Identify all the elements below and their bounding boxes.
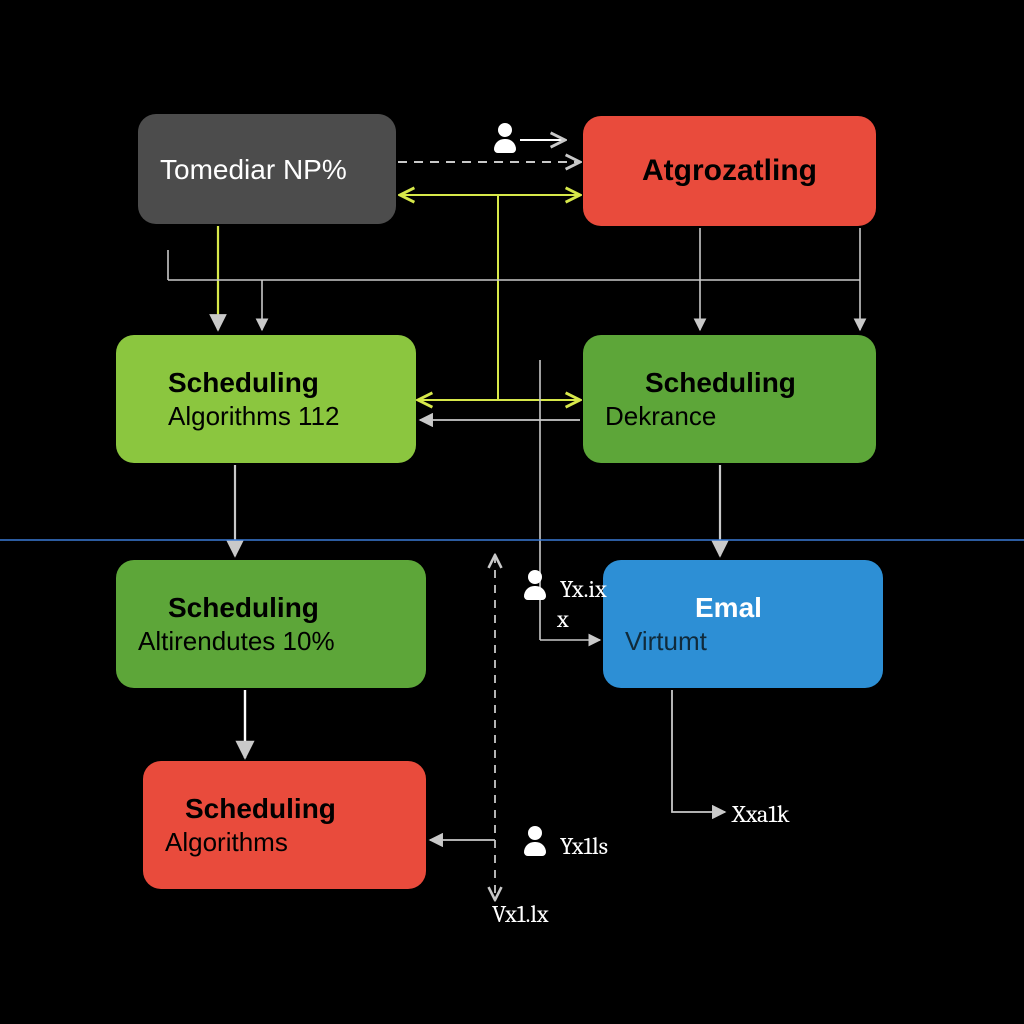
node-scheduling-dekrance-sub: Dekrance bbox=[605, 400, 854, 433]
node-emal-sub: Virtumt bbox=[625, 625, 861, 658]
node-tomediar: Tomediar NP% bbox=[138, 114, 396, 224]
label-vx1lx: Vx1.lx bbox=[492, 900, 549, 928]
node-scheduling-112-sub: Algorithms 112 bbox=[138, 400, 394, 433]
node-scheduling-dekrance-title: Scheduling bbox=[605, 365, 854, 400]
node-scheduling-112: Scheduling Algorithms 112 bbox=[116, 335, 416, 463]
label-yxix: Yx.ix bbox=[560, 575, 607, 603]
person-icon bbox=[524, 570, 546, 600]
node-scheduling-altirendutes-title: Scheduling bbox=[138, 590, 404, 625]
node-scheduling-algorithms: Scheduling Algorithms bbox=[143, 761, 426, 889]
person-icon bbox=[494, 123, 516, 153]
diagram-canvas: { "diagram": { "type": "flowchart", "bac… bbox=[0, 0, 1024, 1024]
node-emal: Emal Virtumt bbox=[603, 560, 883, 688]
node-scheduling-altirendutes: Scheduling Altirendutes 10% bbox=[116, 560, 426, 688]
node-scheduling-112-title: Scheduling bbox=[138, 365, 394, 400]
edge-n6-xxa1k bbox=[672, 690, 725, 812]
node-scheduling-algorithms-sub: Algorithms bbox=[165, 826, 404, 859]
label-yx1ls: Yx1ls bbox=[560, 832, 608, 860]
label-xxa1k: Xxa1k bbox=[732, 800, 790, 828]
node-atgrozatling: Atgrozatling bbox=[583, 116, 876, 226]
label-x: x bbox=[557, 605, 569, 633]
node-tomediar-title: Tomediar NP% bbox=[160, 152, 374, 187]
person-icon bbox=[524, 826, 546, 856]
node-scheduling-dekrance: Scheduling Dekrance bbox=[583, 335, 876, 463]
node-emal-title: Emal bbox=[625, 590, 861, 625]
node-scheduling-altirendutes-sub: Altirendutes 10% bbox=[138, 625, 404, 658]
node-scheduling-algorithms-title: Scheduling bbox=[165, 791, 404, 826]
node-atgrozatling-title: Atgrozatling bbox=[642, 152, 817, 190]
